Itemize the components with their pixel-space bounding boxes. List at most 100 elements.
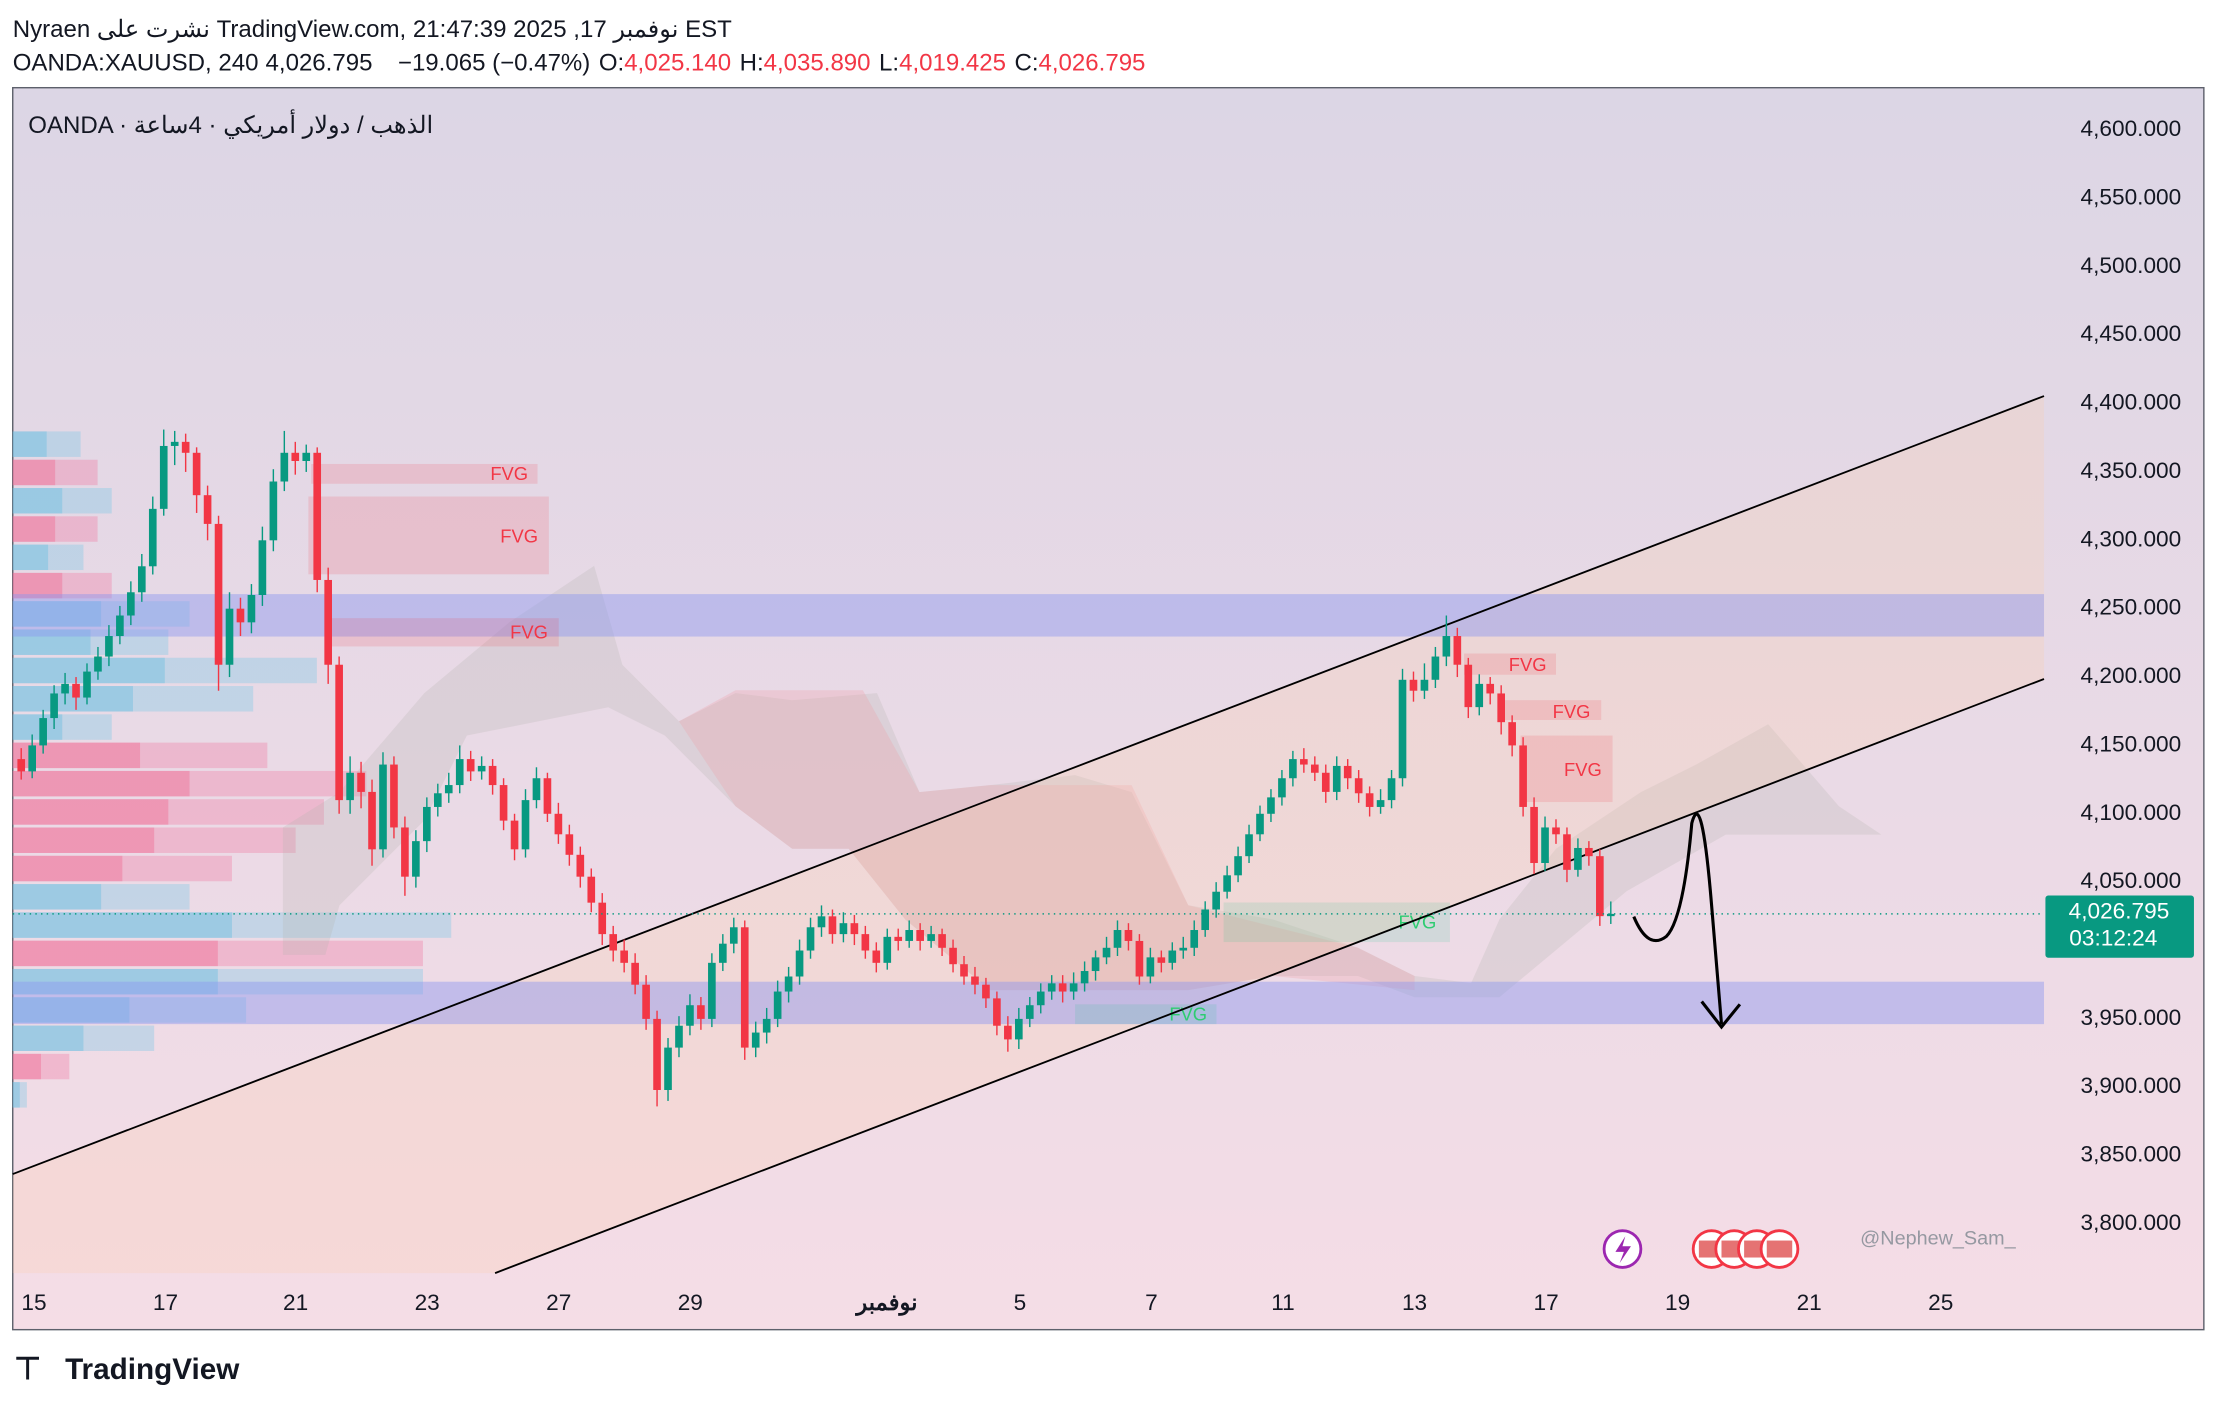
volume-profile-bar [12, 572, 112, 599]
chart-layer: FVG FVG FVG FVG FVG FVG FVG FVG 4,600.000 4,550.0… [12, 116, 2194, 1317]
projection-path [1632, 812, 1724, 1025]
candle-body [313, 452, 322, 580]
volume-profile-bar [12, 855, 232, 882]
candle-body [423, 806, 431, 842]
ohlc-value: 4,026.795 [1039, 50, 1146, 77]
y-tick-label: 4,100.000 [2081, 800, 2182, 825]
candle-body [927, 934, 935, 941]
candle-body [137, 566, 146, 593]
y-tick-label: 4,500.000 [2081, 253, 2182, 278]
y-tick-label: 4,600.000 [2081, 116, 2182, 141]
x-tick-label: 23 [415, 1290, 440, 1315]
x-tick-label: 7 [1145, 1290, 1158, 1315]
candle-body [773, 991, 782, 1019]
fvg-box [1520, 735, 1613, 803]
candle-body [949, 947, 957, 965]
candle-body [181, 441, 190, 453]
ohlc-value: 4,035.890 [764, 50, 871, 77]
chart-title: OANDA · الذهب / دولار أمريكي · 4ساعة [28, 108, 433, 139]
flag-icon-stripes [1766, 1240, 1793, 1258]
fvg-label: FVG [1564, 759, 1602, 780]
candle-body [1102, 947, 1111, 958]
candle-body [1486, 683, 1495, 694]
candle-body [1157, 957, 1166, 963]
candle-body [960, 964, 968, 977]
candle-body [247, 595, 256, 623]
candle-body [565, 834, 574, 855]
candle-body [905, 930, 914, 941]
candle-body [28, 745, 37, 772]
volume-profile-core [12, 431, 47, 457]
volume-profile-core [12, 912, 232, 938]
volume-profile-core [12, 544, 49, 571]
x-tick-label: 13 [1402, 1290, 1427, 1315]
candle-body [1574, 847, 1582, 870]
candle-body [729, 927, 738, 944]
volume-profile-bar [12, 459, 98, 486]
volume-profile-bar [12, 968, 423, 995]
candle-body [1278, 778, 1286, 798]
supply-zone [12, 594, 2045, 637]
y-tick-label: 4,350.000 [2081, 458, 2182, 483]
candle-body [883, 936, 892, 963]
volume-profile-bar [12, 1053, 70, 1080]
fvg-box [325, 618, 559, 647]
candle-body [1508, 722, 1516, 746]
candle-body [1453, 636, 1462, 665]
candle-body [817, 916, 826, 928]
fvg-label: FVG [1169, 1003, 1207, 1024]
candle-body [642, 984, 650, 1019]
candle-body [1321, 772, 1330, 792]
fvg-label: FVG [490, 463, 528, 484]
candle-body [576, 854, 585, 877]
candle-body [1497, 693, 1506, 723]
candle-body [543, 778, 552, 814]
volume-profile-bar [12, 601, 190, 627]
event-icon-bolt [1615, 1236, 1631, 1264]
watermark: @Nephew_Sam_ [1860, 1227, 2016, 1249]
candle-body [50, 693, 58, 719]
candle-body [1179, 947, 1188, 951]
candle-body [83, 671, 91, 698]
candle-body [1168, 950, 1177, 963]
fvg-box [311, 463, 538, 484]
candle-body [828, 916, 837, 935]
candle-body [1442, 636, 1451, 657]
y-tick-label: 4,050.000 [2081, 868, 2182, 893]
volume-profile-bar [12, 827, 296, 853]
candle-body [1289, 759, 1297, 779]
candle-body [872, 950, 881, 963]
candle-body [324, 579, 332, 665]
channel-fill [12, 396, 2045, 1274]
change: −19.065 (−0.47%) [398, 50, 590, 77]
candle-body [1256, 813, 1264, 835]
candle-body [17, 759, 26, 772]
y-tick-label: 4,450.000 [2081, 321, 2182, 346]
candle-body [708, 962, 716, 1019]
last-price-label: 4,026.795 [2069, 898, 2170, 923]
ohlc-label: H: [740, 50, 764, 77]
volume-profile-core [12, 572, 63, 599]
candle-body [916, 930, 924, 941]
candle-body [466, 759, 475, 772]
x-tick-label: 21 [1797, 1290, 1822, 1315]
candle-body [357, 772, 365, 792]
volume-profile-core [12, 799, 169, 825]
candle-body [1201, 909, 1210, 931]
candle-body [784, 976, 793, 992]
x-tick-label: 21 [283, 1290, 308, 1315]
ohlc-label: C: [1014, 50, 1038, 77]
x-tick-label: 25 [1928, 1290, 1953, 1315]
y-tick-label: 4,250.000 [2081, 595, 2182, 620]
candle-body [192, 452, 201, 496]
candle-body [971, 976, 979, 985]
candle-body [72, 683, 80, 698]
candle-body [258, 540, 267, 596]
x-tick-label: نوفمبر [854, 1290, 917, 1317]
candle-body [1091, 957, 1100, 972]
candle-body [170, 441, 179, 446]
candle-body [1431, 656, 1440, 680]
y-tick-label: 3,800.000 [2081, 1210, 2182, 1235]
fvg-box [1502, 700, 1602, 720]
